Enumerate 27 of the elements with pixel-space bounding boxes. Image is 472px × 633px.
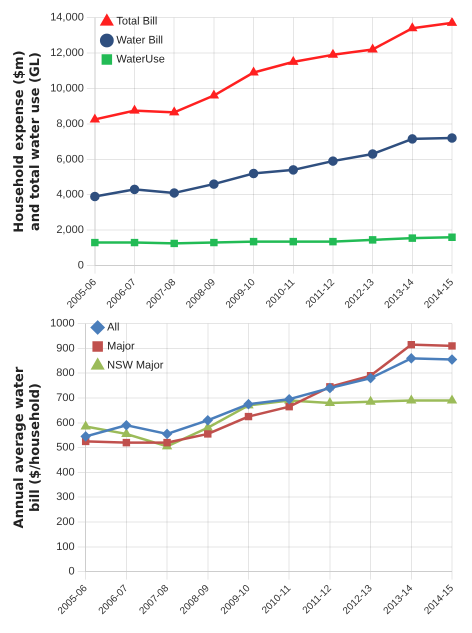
legend-label: All — [107, 322, 120, 334]
y-tick-label: 12,000 — [50, 47, 84, 60]
y-tick-label: 100 — [56, 540, 75, 553]
y-tick-label: 14,000 — [50, 12, 84, 24]
legend-label: WaterUse — [116, 54, 165, 66]
y-tick-label: 400 — [56, 466, 75, 478]
legend-label: NSW Major — [107, 360, 164, 372]
legend-label: Total Bill — [116, 16, 158, 28]
y-tick-label: 4,000 — [56, 188, 84, 201]
y-tick-label: 600 — [56, 416, 75, 429]
y-tick-label: 900 — [56, 342, 75, 354]
legend-label: Major — [107, 340, 136, 353]
y-axis-title: Household expense ($m) and total water use (GL) — [12, 50, 43, 233]
y-tick-label: 300 — [56, 491, 75, 504]
y-tick-label: 200 — [56, 516, 75, 528]
y-tick-label: 0 — [78, 260, 84, 272]
y-tick-label: 500 — [56, 442, 75, 454]
y-tick-label: 0 — [68, 566, 75, 578]
y-axis-title: Annual average water bill ($/household) — [12, 366, 43, 528]
y-tick-label: 8,000 — [56, 118, 84, 130]
y-tick-label: 700 — [56, 392, 75, 404]
legend-label: Water Bill — [116, 34, 163, 47]
y-tick-label: 800 — [56, 367, 75, 380]
y-tick-label: 10,000 — [50, 82, 84, 94]
y-tick-label: 2,000 — [56, 224, 84, 236]
y-tick-label: 6,000 — [56, 153, 84, 166]
y-tick-label: 1000 — [50, 318, 75, 330]
